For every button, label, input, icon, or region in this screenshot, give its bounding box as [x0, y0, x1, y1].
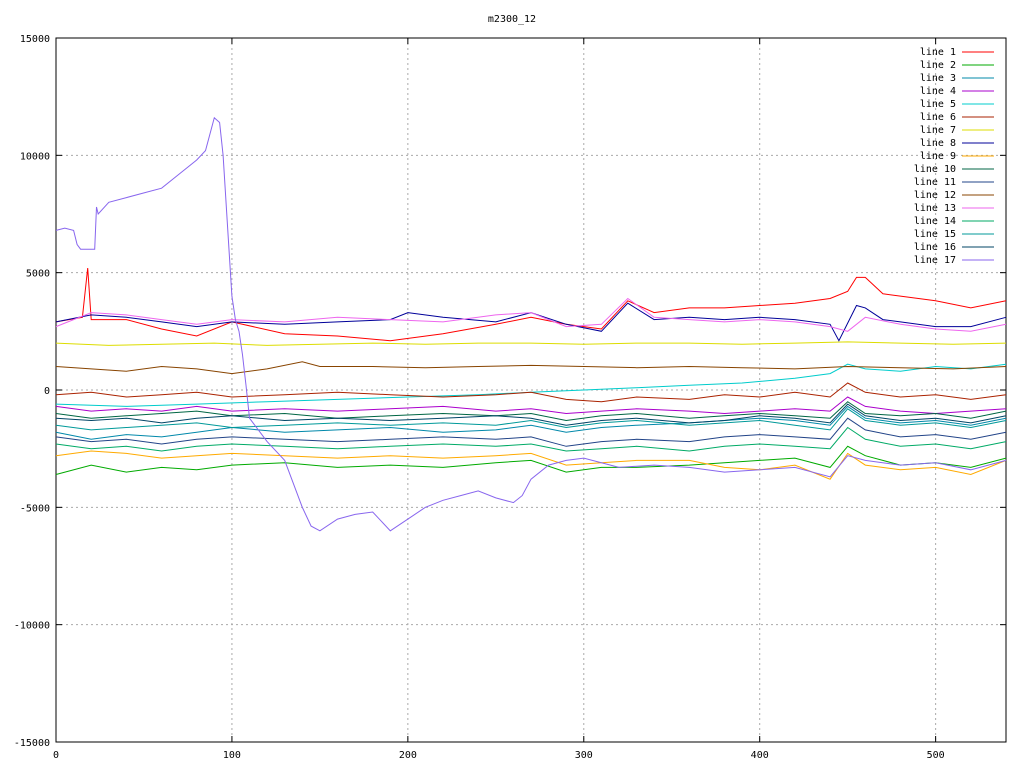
- legend-label: line 9: [920, 151, 956, 162]
- series-line-10: [55, 401, 1007, 422]
- x-tick-label: 400: [751, 750, 769, 761]
- legend-label: line 3: [920, 73, 956, 84]
- x-tick-label: 0: [53, 750, 59, 761]
- legend-label: line 15: [914, 229, 956, 240]
- legend-label: line 8: [920, 138, 956, 149]
- legend-label: line 13: [914, 203, 956, 214]
- x-axis: 0 100 200 300 400 500: [53, 38, 945, 761]
- chart-title: m2300_12: [488, 14, 536, 25]
- x-tick-label: 500: [927, 750, 945, 761]
- y-tick-label: -10000: [14, 621, 50, 632]
- legend-label: line 10: [914, 164, 956, 175]
- series-line-9: [55, 450, 1007, 480]
- x-tick-label: 300: [575, 750, 593, 761]
- series-line-7: [55, 341, 1007, 346]
- series-line-15: [55, 408, 1007, 431]
- series-line-14: [55, 426, 1007, 452]
- legend: line 1 line 2 line 3 line 4 line 5 line 6 line…: [914, 47, 994, 266]
- x-tick-label: 100: [223, 750, 241, 761]
- legend-label: line 12: [914, 190, 956, 201]
- y-tick-label: -5000: [20, 503, 50, 514]
- series-line-16: [55, 403, 1007, 426]
- legend-label: line 7: [920, 125, 956, 136]
- x-tick-label: 200: [399, 750, 417, 761]
- legend-label: line 1: [920, 47, 956, 58]
- legend-label: line 4: [920, 86, 956, 97]
- y-tick-label: 10000: [20, 151, 50, 162]
- series-line-11: [55, 417, 1007, 447]
- legend-label: line 17: [914, 255, 956, 266]
- y-tick-label: 0: [44, 386, 50, 397]
- series-line-2: [55, 445, 1007, 475]
- series-line-3: [55, 405, 1007, 440]
- series-line-1: [55, 267, 1007, 342]
- grid: [56, 38, 1006, 742]
- y-axis: -15000 -10000 -5000 0 5000 10000 15000: [14, 34, 1006, 749]
- legend-label: line 16: [914, 242, 956, 253]
- series-line-17: [55, 116, 1007, 532]
- series-line-5: [55, 363, 1007, 407]
- legend-label: line 14: [914, 216, 956, 227]
- y-tick-label: -15000: [14, 738, 50, 749]
- series-line-12: [55, 361, 1007, 375]
- y-tick-label: 5000: [26, 269, 50, 280]
- series-line-4: [55, 396, 1007, 415]
- legend-label: line 5: [920, 99, 956, 110]
- legend-label: line 2: [920, 60, 956, 71]
- series-line-8: [55, 302, 1007, 342]
- series-line-6: [55, 382, 1007, 403]
- y-tick-label: 15000: [20, 34, 50, 45]
- legend-label: line 6: [920, 112, 956, 123]
- series-line-13: [55, 297, 1007, 332]
- series-group: [55, 116, 1007, 532]
- legend-label: line 11: [914, 177, 956, 188]
